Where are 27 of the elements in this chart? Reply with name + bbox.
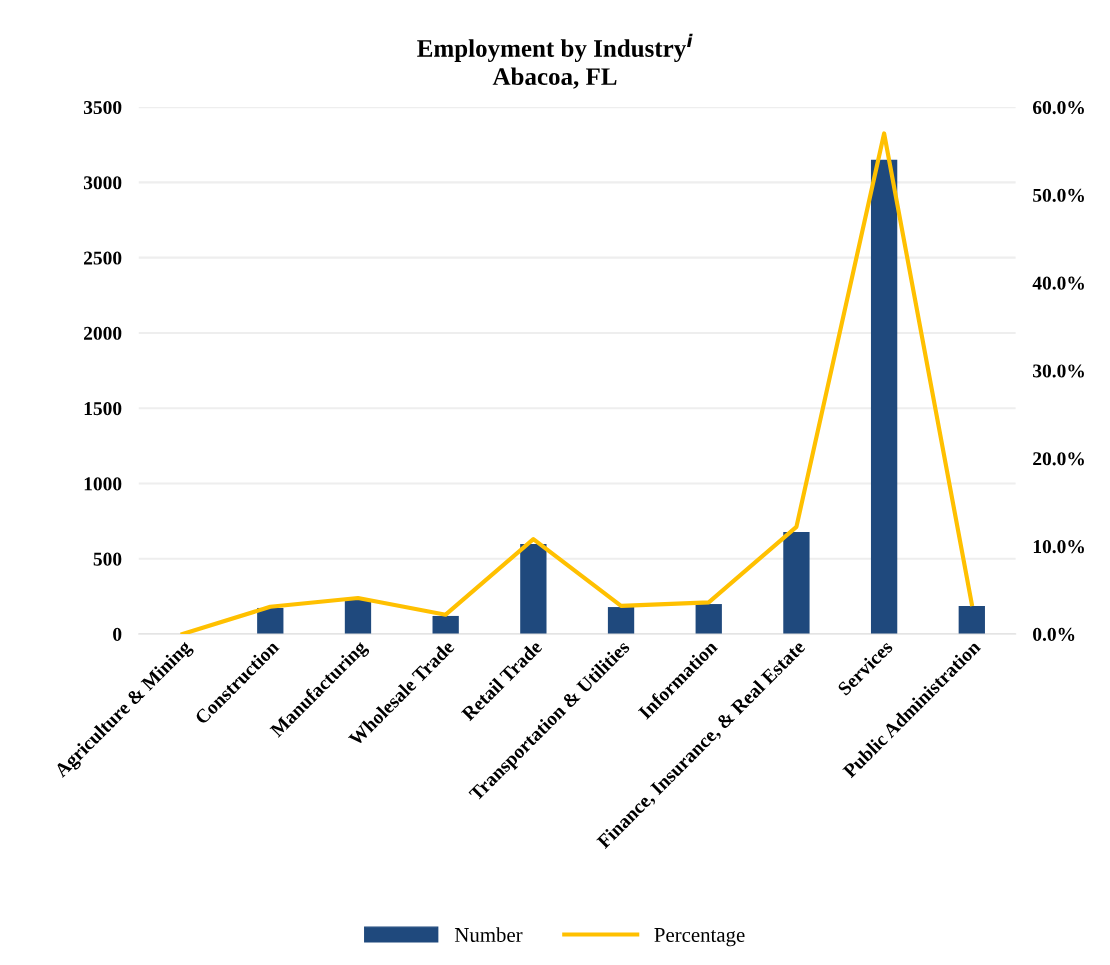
y-tick-label: 2500 (84, 251, 122, 265)
bar (695, 604, 722, 635)
legend-label: Number (454, 927, 523, 942)
bar (783, 532, 810, 635)
y2-tick-label: 40.0% (1032, 276, 1084, 290)
line-series (180, 131, 974, 635)
y-tick-label: 1500 (84, 402, 122, 416)
y2-tick-label: 10.0% (1033, 540, 1084, 554)
legend-label: Percentage (654, 928, 745, 947)
chart-title: Employment by Industry$^{i}$ Abacoa, FL (417, 33, 693, 89)
y-tick-label: 500 (93, 552, 122, 566)
y2-tick-label: 30.0% (1033, 364, 1084, 378)
bar (958, 606, 985, 635)
y-tick-label: 2000 (84, 326, 122, 340)
y-tick-label: 0 (113, 627, 122, 641)
y-tick-label: 3000 (83, 176, 122, 190)
bar (520, 543, 547, 635)
bar (870, 159, 898, 635)
bar (432, 615, 459, 635)
y-tick-label: 1000 (84, 477, 122, 491)
y-tick-label: 3500 (83, 100, 122, 115)
y2-tick-label: 50.0% (1033, 188, 1084, 202)
bar (607, 607, 635, 635)
y2-tick-label: 60.0% (1032, 100, 1084, 115)
y2-tick-label: 0.0% (1033, 627, 1075, 642)
y2-tick-label: 20.0% (1033, 452, 1084, 466)
bar (344, 599, 372, 635)
